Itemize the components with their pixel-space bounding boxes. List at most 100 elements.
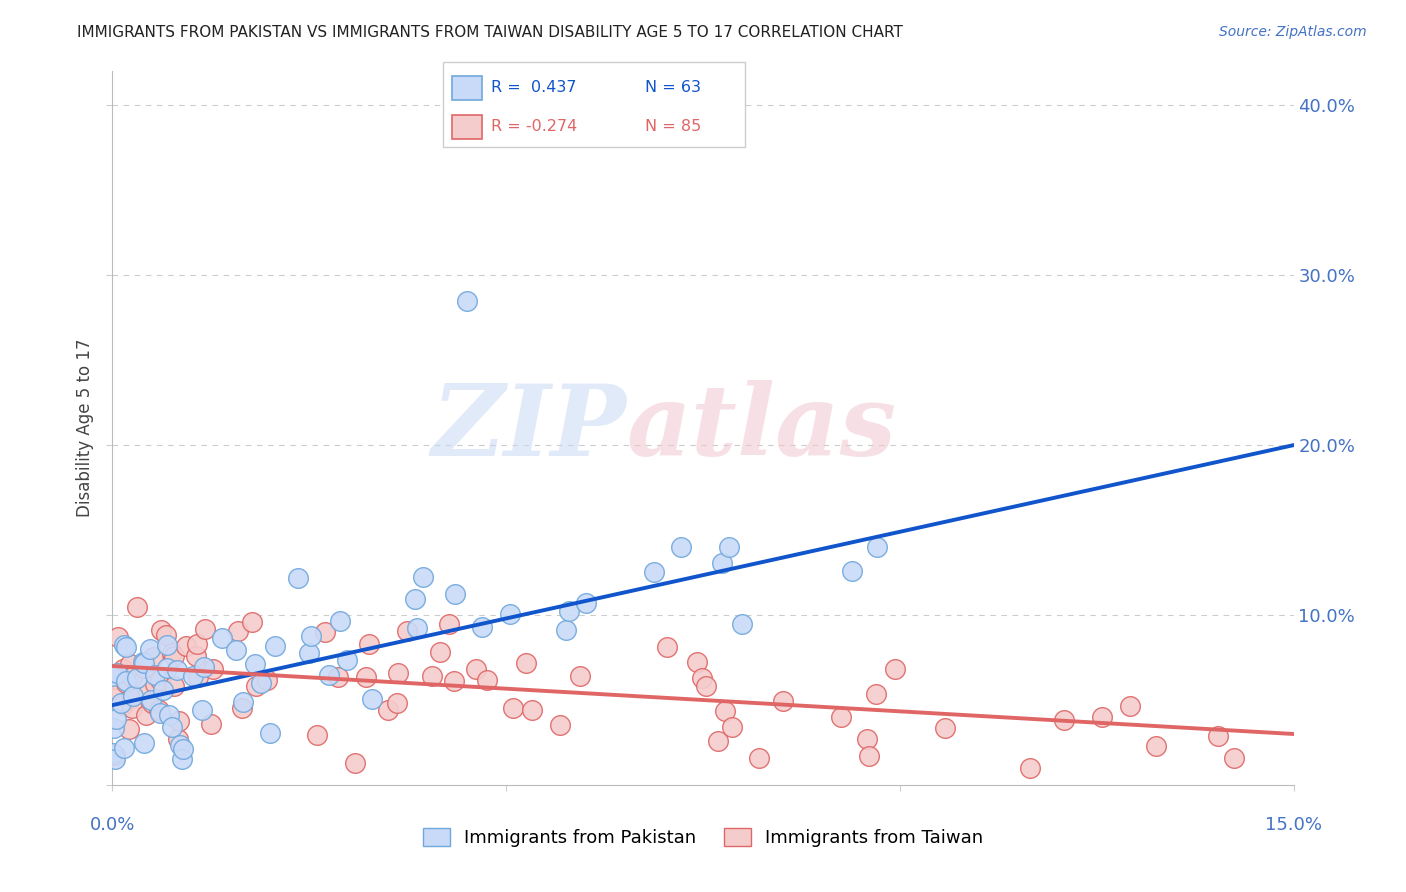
Text: 0.0%: 0.0% [90,815,135,833]
Point [143,676,166,690]
Point [405,621,427,635]
Point [156,661,179,675]
Point [114,640,136,655]
Point [112,638,135,652]
Point [162,649,184,664]
Point [211,632,233,646]
Point [354,670,377,684]
Point [643,565,665,579]
Point [558,604,581,618]
Point [136,686,159,700]
Point [118,657,141,671]
Point [714,704,737,718]
Text: atlas: atlas [626,380,896,476]
Point [429,644,451,658]
Point [111,698,134,712]
Point [181,669,204,683]
Point [444,587,467,601]
Point [657,640,679,655]
Text: 15.0%: 15.0% [1265,815,1322,833]
Point [502,701,524,715]
Text: IMMIGRANTS FROM PAKISTAN VS IMMIGRANTS FROM TAIWAN DISABILITY AGE 5 TO 17 CORREL: IMMIGRANTS FROM PAKISTAN VS IMMIGRANTS F… [77,25,903,40]
Point [721,720,744,734]
Point [377,703,399,717]
Point [132,661,155,675]
Legend: Immigrants from Pakistan, Immigrants from Taiwan: Immigrants from Pakistan, Immigrants fro… [416,821,990,855]
Point [193,660,215,674]
Point [187,670,209,684]
Point [263,639,285,653]
Point [1118,698,1140,713]
Point [884,662,907,676]
Point [515,657,537,671]
Point [437,616,460,631]
Point [710,556,733,570]
Point [101,669,124,683]
Point [104,747,127,762]
Point [1052,713,1074,727]
Point [287,571,309,585]
Point [1144,739,1167,753]
Point [186,637,208,651]
Point [139,641,162,656]
Point [243,657,266,672]
Point [121,701,143,715]
Point [865,688,887,702]
Point [841,564,863,578]
Point [115,674,138,689]
Point [1223,751,1246,765]
Point [143,668,166,682]
Point [167,714,190,728]
Point [555,623,578,637]
Point [456,293,478,308]
FancyBboxPatch shape [451,76,482,100]
Point [122,689,145,703]
Point [1206,729,1229,743]
Point [190,703,212,717]
Point [104,672,127,686]
Point [127,671,149,685]
Point [464,662,486,676]
Point [858,748,880,763]
Point [240,615,263,629]
Text: ZIP: ZIP [432,380,626,476]
Point [194,622,217,636]
Point [132,736,155,750]
Point [343,756,366,770]
Point [305,728,328,742]
Point [160,721,183,735]
Point [166,663,188,677]
Point [132,656,155,670]
Point [105,666,128,681]
Point [103,722,125,736]
Point [361,691,384,706]
Point [112,662,135,676]
Point [520,703,543,717]
Point [101,747,124,761]
Point [866,540,889,554]
Point [152,683,174,698]
Point [163,679,186,693]
Point [200,717,222,731]
Point [731,616,754,631]
Point [112,666,135,681]
Point [326,670,349,684]
Point [385,697,408,711]
Point [404,592,426,607]
Point [387,666,409,681]
Point [245,679,267,693]
Text: R = -0.274: R = -0.274 [491,120,578,135]
Point [669,540,692,554]
Point [155,628,177,642]
Point [149,673,172,688]
Point [574,596,596,610]
Point [314,624,336,639]
Point [359,637,381,651]
Point [105,682,128,697]
Point [172,742,194,756]
Point [172,752,194,766]
Point [475,673,498,687]
Point [166,732,188,747]
Point [471,620,494,634]
Point [156,638,179,652]
